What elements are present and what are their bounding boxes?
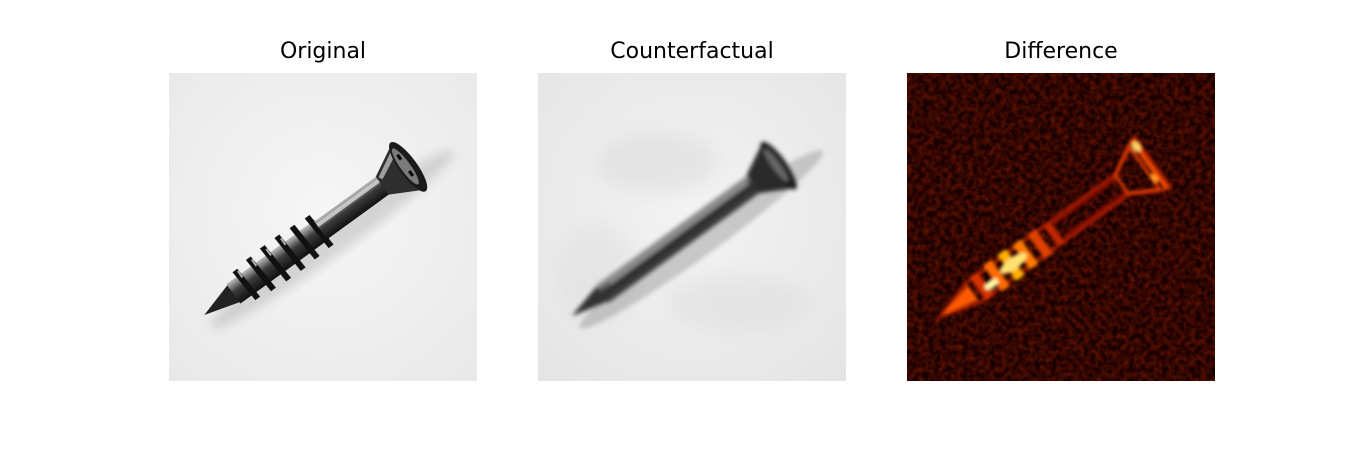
panel-difference: Difference: [907, 0, 1215, 450]
panel-title-counterfactual: Counterfactual: [610, 39, 774, 64]
counterfactual-image: [538, 73, 846, 381]
panel-title-difference: Difference: [1004, 39, 1118, 64]
difference-heatmap: [907, 73, 1215, 381]
panel-original: Original: [169, 0, 477, 450]
panel-counterfactual: Counterfactual: [538, 0, 846, 450]
original-image: [169, 73, 477, 381]
panel-title-original: Original: [279, 39, 367, 64]
